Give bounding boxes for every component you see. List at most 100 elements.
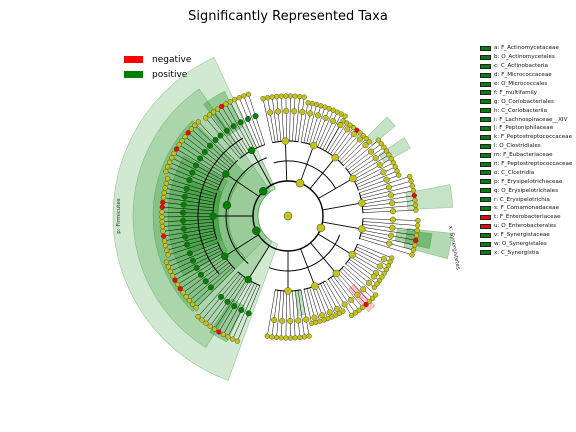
tip-node xyxy=(269,334,275,340)
internal-node xyxy=(337,122,344,129)
tip-node xyxy=(371,284,377,290)
branch-line xyxy=(317,233,353,256)
tip-node xyxy=(241,93,247,99)
internal-node xyxy=(238,307,245,314)
tip-branch xyxy=(362,209,416,213)
tip-node xyxy=(383,148,390,154)
tip-branch xyxy=(165,233,216,246)
tip-branch xyxy=(234,99,258,148)
internal-node xyxy=(370,273,377,280)
tip-branch xyxy=(300,102,309,143)
internal-node xyxy=(283,108,290,115)
key-item: a: F_Actinomycetaceae xyxy=(480,44,572,53)
branch-line xyxy=(318,178,354,199)
internal-node xyxy=(192,162,199,169)
tip-node xyxy=(410,247,417,253)
tip-node xyxy=(376,277,383,284)
tip-branch xyxy=(341,138,367,164)
tip-branch xyxy=(317,110,334,148)
clade-node xyxy=(284,287,292,295)
tip-branch xyxy=(306,104,317,144)
tip-branch xyxy=(357,170,398,188)
tip-branch xyxy=(167,178,217,195)
tip-node xyxy=(159,223,166,230)
tip-branch xyxy=(171,157,222,183)
tip-branch xyxy=(162,206,214,212)
key-item: v: F_Synergistaceae xyxy=(480,231,572,240)
tip-branch xyxy=(350,150,387,175)
tip-branch xyxy=(325,280,344,312)
key-item: l: O_Clostridiales xyxy=(480,142,572,151)
tip-branch xyxy=(162,202,214,209)
key-item: i: F_Lachnospiraceae__XIV xyxy=(480,115,572,124)
tip-branch xyxy=(166,236,216,251)
legend-label-negative: negative xyxy=(152,54,192,65)
key-item: q: O_Erysipelotrichales xyxy=(480,186,572,195)
tip-node xyxy=(206,112,213,118)
internal-node xyxy=(207,284,214,291)
tip-node xyxy=(381,144,387,150)
internal-node xyxy=(197,271,204,278)
internal-node xyxy=(389,208,396,215)
tip-branch xyxy=(332,127,354,156)
tip-node xyxy=(378,141,384,147)
tip-branch xyxy=(176,148,224,178)
tip-node xyxy=(210,109,217,115)
tip-branch xyxy=(359,176,410,194)
tip-branch xyxy=(217,109,247,154)
tip-branch xyxy=(276,290,282,338)
key-item: n: F_Peptostreptococcaceae xyxy=(480,160,572,169)
tip-node xyxy=(220,331,226,338)
key-swatch-icon xyxy=(480,54,491,60)
key-item: e: O_Micrococcales xyxy=(480,80,572,89)
internal-node xyxy=(231,303,238,310)
tip-branch xyxy=(295,290,301,338)
tip-branch xyxy=(320,283,336,316)
internal-node xyxy=(183,185,190,192)
key-label: r: C_Erysipelotrichia xyxy=(494,196,550,203)
key-item: b: O_Actinomycetales xyxy=(480,53,572,62)
tip-branch xyxy=(339,270,370,302)
tip-node xyxy=(414,227,420,234)
key-label: d: F_Micrococcaceae xyxy=(494,72,552,79)
tip-node xyxy=(159,204,165,210)
internal-node xyxy=(389,200,396,207)
chart-title: Significantly Represented Taxa xyxy=(188,9,388,24)
root-node xyxy=(222,200,232,210)
tip-node xyxy=(199,317,205,323)
key-swatch-icon xyxy=(480,45,491,51)
branch-line xyxy=(322,202,362,211)
tip-branch xyxy=(360,180,412,196)
clade-node xyxy=(247,146,256,155)
tip-branch xyxy=(352,254,385,274)
internal-node xyxy=(201,148,208,155)
key-item: w: O_Synergistales xyxy=(480,240,572,249)
tip-branch xyxy=(362,226,417,236)
tip-node xyxy=(165,252,171,258)
internal-node xyxy=(311,314,318,321)
root-node xyxy=(252,226,261,236)
key-swatch-icon xyxy=(480,134,491,140)
negative-swatch-icon xyxy=(124,56,143,63)
tip-branch xyxy=(225,103,252,151)
tip-node xyxy=(415,222,421,229)
clade-node xyxy=(209,212,217,220)
key-item: d: F_Micrococcaceae xyxy=(480,71,572,80)
tip-node xyxy=(227,99,233,105)
tip-node xyxy=(413,237,419,243)
clade-node xyxy=(221,252,229,260)
internal-node xyxy=(180,201,187,208)
tip-node xyxy=(169,155,175,161)
tip-branch xyxy=(355,249,389,267)
key-label: j: F_Peptoniphilaceae xyxy=(494,125,554,132)
tip-node xyxy=(301,94,307,100)
tip-node xyxy=(352,310,358,316)
tip-branch xyxy=(314,108,330,147)
tip-branch xyxy=(361,190,414,202)
internal-node xyxy=(181,193,188,200)
internal-node xyxy=(330,118,337,125)
tip-node xyxy=(348,312,355,319)
internal-node xyxy=(307,110,314,117)
tip-node xyxy=(356,307,362,313)
internal-node xyxy=(380,256,387,263)
